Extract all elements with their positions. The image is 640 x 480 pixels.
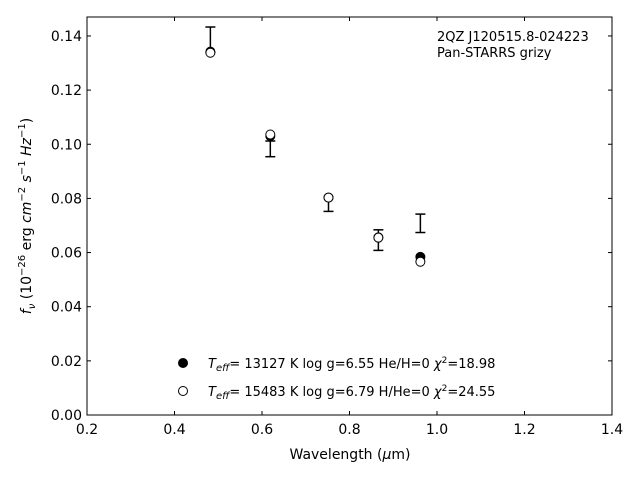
y-tick-label: 0.02 xyxy=(51,354,82,370)
annotation-object-name: 2QZ J120515.8-024223 xyxy=(437,30,589,45)
y-tick-label: 0.14 xyxy=(51,29,82,45)
open-circle-point xyxy=(205,47,216,58)
open-circle-point xyxy=(415,256,426,267)
y-tick-label: 0.10 xyxy=(51,137,82,153)
legend-entry-da: Teff= 13127 K log g=6.55 He/H=0 χ2=18.98 xyxy=(208,356,495,374)
x-tick-label: 1.0 xyxy=(426,422,448,438)
open-circle-point xyxy=(373,232,384,243)
x-tick-label: 1.4 xyxy=(601,422,623,438)
y-tick-label: 0.08 xyxy=(51,191,82,207)
y-axis-label: fν (10−26 erg cm−2 s−1 Hz−1) xyxy=(17,118,38,314)
x-tick-label: 0.2 xyxy=(76,422,98,438)
y-axis: 0.00 0.02 0.04 0.06 0.08 0.10 0.12 0.14 xyxy=(51,29,612,424)
x-tick-label: 0.6 xyxy=(251,422,273,438)
series-da-model xyxy=(205,46,426,262)
legend: Teff= 13127 K log g=6.55 He/H=0 χ2=18.98… xyxy=(178,356,495,402)
plot-frame xyxy=(86,16,613,416)
y-tick-label: 0.12 xyxy=(51,83,82,99)
open-circle-point xyxy=(265,129,276,140)
legend-filled-circle-marker xyxy=(178,358,188,368)
y-tick-label: 0.04 xyxy=(51,300,82,316)
series-db-model xyxy=(205,47,426,267)
legend-open-circle-marker xyxy=(178,386,188,396)
x-axis: 0.2 0.4 0.6 0.8 1.0 1.2 1.4 xyxy=(76,17,623,438)
observed-error-bars xyxy=(205,26,426,252)
annotation-survey-name: Pan-STARRS grizy xyxy=(437,46,552,61)
y-tick-label: 0.00 xyxy=(51,408,82,424)
open-circle-point xyxy=(323,192,334,203)
legend-entry-db: Teff= 15483 K log g=6.79 H/He=0 χ2=24.55 xyxy=(208,384,495,402)
x-axis-label: Wavelength (μm) xyxy=(290,447,411,463)
x-tick-label: 1.2 xyxy=(513,422,535,438)
x-tick-label: 0.4 xyxy=(163,422,185,438)
y-tick-label: 0.06 xyxy=(51,246,82,262)
x-tick-label: 0.8 xyxy=(338,422,360,438)
